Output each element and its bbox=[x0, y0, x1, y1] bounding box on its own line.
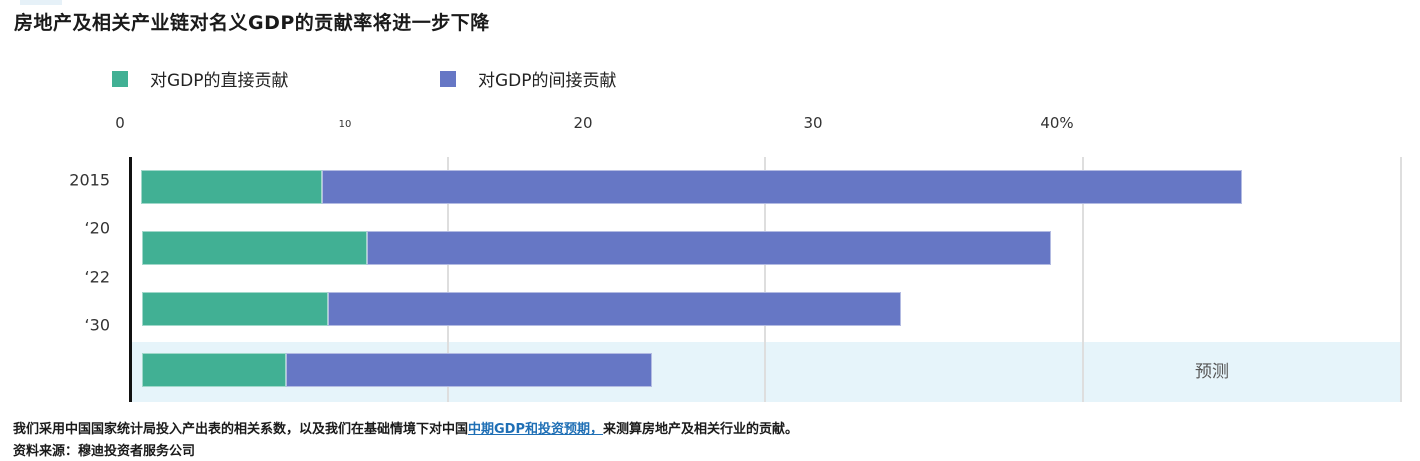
bar-segment-indirect bbox=[322, 170, 1242, 204]
bar-2030 bbox=[142, 353, 652, 387]
y-label-2015: 2015 bbox=[69, 170, 110, 190]
gridline-30 bbox=[1082, 157, 1084, 402]
legend-label-direct: 对GDP的直接贡献 bbox=[150, 71, 289, 91]
x-tick-10: 10 bbox=[338, 119, 352, 130]
bar-segment-indirect bbox=[286, 353, 652, 387]
y-label-2030: ‘30 bbox=[84, 315, 110, 335]
footer-note: 我们采用中国国家统计局投入产出表的相关系数，以及我们在基础情境下对中国中期GDP… bbox=[13, 418, 798, 437]
x-tick-20: 20 bbox=[573, 114, 593, 132]
legend-label-indirect: 对GDP的间接贡献 bbox=[478, 71, 617, 91]
legend-swatch-indirect-icon bbox=[440, 70, 456, 87]
x-tick-30: 30 bbox=[803, 114, 823, 132]
forecast-label: 预测 bbox=[1195, 362, 1229, 382]
legend-item-direct: 对GDP的直接贡献 bbox=[112, 66, 289, 91]
bar-2022 bbox=[142, 292, 901, 326]
bar-2020 bbox=[142, 231, 1051, 265]
bar-2015 bbox=[141, 170, 1242, 204]
bar-segment-indirect bbox=[367, 231, 1051, 265]
header-tab-stub bbox=[20, 0, 62, 5]
gridline-40 bbox=[1400, 157, 1402, 402]
legend-swatch-direct-icon bbox=[112, 70, 128, 87]
bar-segment-indirect bbox=[328, 292, 901, 326]
bar-segment-direct bbox=[142, 231, 367, 265]
gridline-10 bbox=[447, 157, 449, 402]
legend-item-indirect: 对GDP的间接贡献 bbox=[440, 66, 617, 91]
footer-note-prefix: 我们采用中国国家统计局投入产出表的相关系数，以及我们在基础情境下对中国 bbox=[13, 422, 469, 437]
y-axis-line bbox=[129, 157, 132, 402]
bar-segment-direct bbox=[141, 170, 322, 204]
footer-note-link[interactable]: 中期GDP和投资预期， bbox=[468, 422, 604, 437]
chart-title: 房地产及相关产业链对名义GDP的贡献率将进一步下降 bbox=[14, 12, 490, 34]
footer-source: 资料来源：穆迪投资者服务公司 bbox=[13, 444, 196, 459]
x-tick-40: 40% bbox=[1040, 114, 1074, 132]
y-label-2022: ‘22 bbox=[84, 267, 110, 287]
footer-note-suffix: 来测算房地产及相关行业的贡献。 bbox=[603, 422, 799, 437]
y-label-2020: ‘20 bbox=[84, 218, 110, 238]
x-tick-0: 0 bbox=[115, 114, 125, 132]
gridline-20 bbox=[764, 157, 766, 402]
bar-segment-direct bbox=[142, 353, 286, 387]
bar-segment-direct bbox=[142, 292, 328, 326]
